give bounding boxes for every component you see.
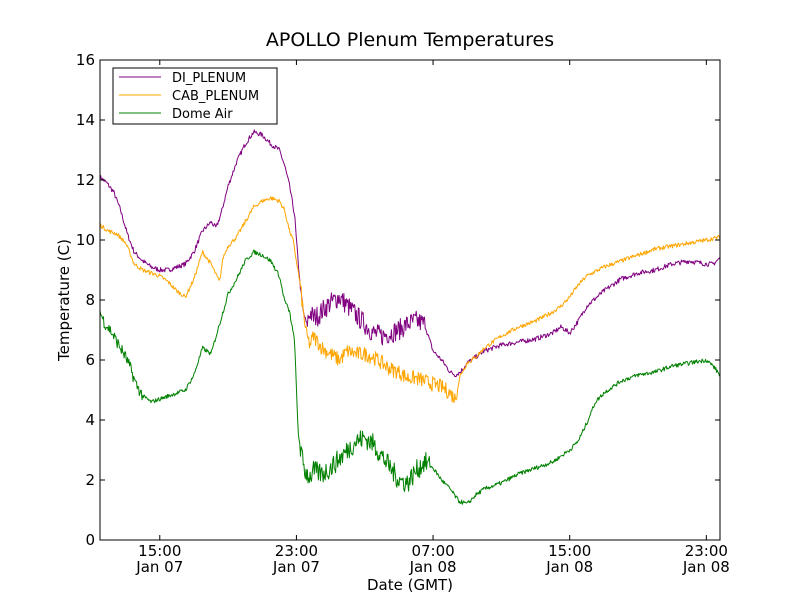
series-line-cab-plenum [100, 196, 720, 403]
x-tick-label-time: 23:00 [685, 542, 728, 560]
legend-label: Dome Air [172, 107, 233, 122]
y-tick-label: 16 [76, 51, 95, 69]
y-tick-label: 0 [85, 531, 95, 549]
y-tick-label: 12 [76, 171, 95, 189]
series-line-dome-air [100, 249, 720, 505]
legend: DI_PLENUM CAB_PLENUM Dome Air [112, 67, 278, 125]
y-tick-label: 14 [76, 111, 95, 129]
series-line-di-plenum [100, 129, 720, 378]
x-tick-label-time: 15:00 [138, 542, 181, 560]
y-tick-label: 6 [85, 351, 95, 369]
y-tick-label: 4 [85, 411, 95, 429]
plot-frame [99, 59, 721, 541]
x-tick-label-date: Jan 07 [135, 558, 183, 576]
x-tick-label-time: 15:00 [548, 542, 591, 560]
x-tick-label-time: 07:00 [411, 542, 454, 560]
x-tick-label-date: Jan 08 [545, 558, 593, 576]
x-tick-label-date: Jan 08 [409, 558, 457, 576]
x-tick-label-date: Jan 07 [272, 558, 320, 576]
y-tick-label: 8 [85, 291, 95, 309]
y-tick-label: 10 [76, 231, 95, 249]
legend-label: DI_PLENUM [172, 71, 246, 86]
y-axis-label: Temperature (C) [55, 239, 73, 362]
series-layer [100, 129, 720, 505]
legend-label: CAB_PLENUM [172, 89, 259, 104]
x-tick-label-date: Jan 08 [682, 558, 730, 576]
y-tick-label: 2 [85, 471, 95, 489]
x-tick-label-time: 23:00 [275, 542, 318, 560]
x-axis-label: Date (GMT) [367, 576, 453, 594]
chart-title: APOLLO Plenum Temperatures [266, 29, 554, 51]
